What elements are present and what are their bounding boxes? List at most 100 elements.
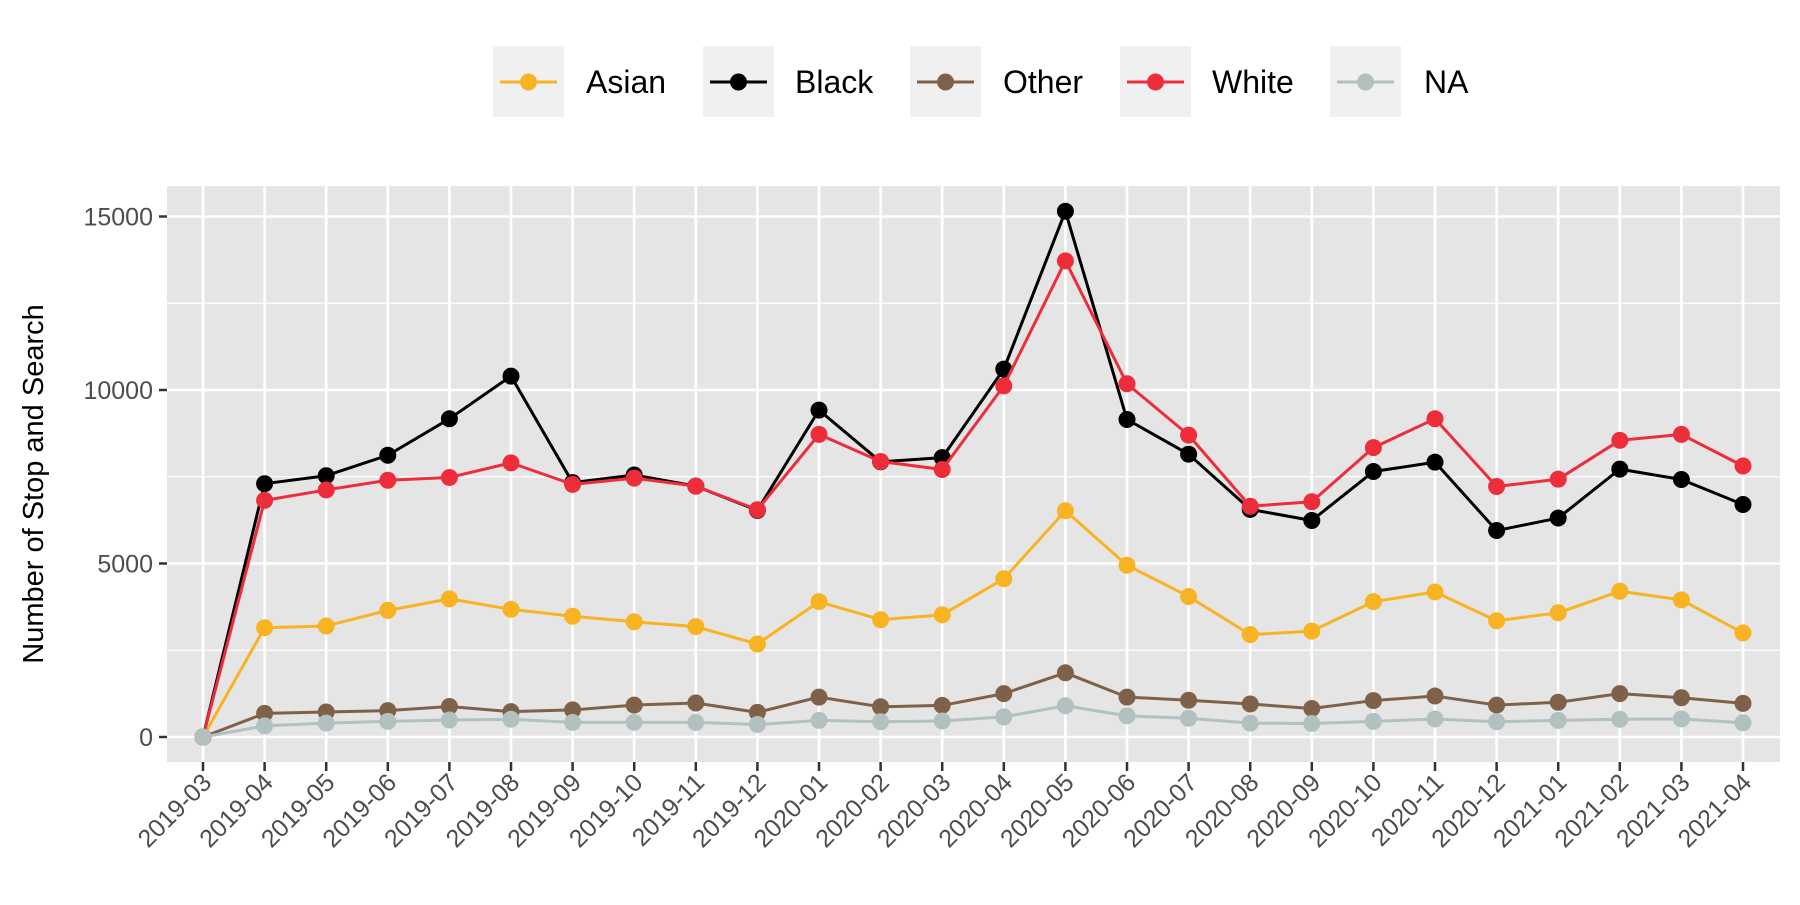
data-point-other [1118,688,1136,706]
series-white [194,252,1752,746]
y-tick-label: 0 [139,724,153,752]
y-axis-label: Number of Stop and Search [18,304,50,663]
legend-label: NA [1424,64,1469,100]
data-point-other [1056,664,1074,682]
data-point-na [1611,710,1629,728]
data-point-white [317,481,335,499]
x-axis: 2019-032019-042019-052019-062019-072019-… [133,762,1757,853]
data-point-asian [564,607,582,625]
y-tick-label: 15000 [83,204,153,232]
data-point-na [1241,714,1259,732]
series-line-asian [201,509,1744,738]
data-point-black [1303,511,1321,529]
data-point-na [1549,711,1567,729]
legend-key-point [1147,73,1164,91]
data-point-asian [1364,593,1382,611]
data-point-asian [748,635,766,653]
data-point-na [1180,709,1198,727]
data-point-na [256,717,274,735]
data-point-black [995,360,1013,378]
series-na [194,697,1752,746]
y-tick-label: 10000 [83,377,153,405]
data-point-other [1672,689,1690,707]
legend-label: Other [1003,64,1083,100]
data-point-white [1672,425,1690,443]
legend-item-asian: Asian [493,46,666,117]
data-point-na [1734,714,1752,732]
data-point-white [1549,470,1567,488]
data-point-asian [1118,556,1136,574]
data-point-na [995,708,1013,726]
series-line-other [202,671,1744,739]
data-point-na [1364,712,1382,730]
data-point-other [440,697,458,715]
data-point-white [1488,477,1506,495]
data-point-white [995,377,1013,395]
data-point-white [564,475,582,493]
data-point-na [1488,713,1506,731]
series-asian [194,502,1752,746]
data-point-white [440,468,458,486]
series-black [194,202,1752,746]
data-point-white [256,491,274,509]
data-point-white [379,471,397,489]
data-point-other [1488,696,1506,714]
data-point-asian [933,606,951,624]
data-point-asian [440,590,458,608]
data-point-black [379,446,397,464]
data-point-other [1549,693,1567,711]
series-line-black [201,209,1744,738]
data-point-other [1241,695,1259,713]
data-point-white [1241,497,1259,515]
data-point-black [1426,453,1444,471]
data-point-na [1303,714,1321,732]
data-point-white [1734,457,1752,475]
data-point-white [1118,375,1136,393]
data-point-na [1426,710,1444,728]
data-point-asian [1611,582,1629,600]
data-point-other [256,704,274,722]
legend-label: Asian [586,64,666,100]
data-point-asian [317,617,335,635]
legend: Asian Black Other White NA [493,46,1469,117]
data-point-black [1734,496,1752,514]
data-point-other [1180,691,1198,709]
data-point-other [1734,694,1752,712]
data-point-black [317,467,335,485]
data-point-na [564,713,582,731]
data-point-white [748,501,766,519]
legend-key-point [937,73,954,91]
legend-key-point [1357,73,1374,91]
data-point-other [995,685,1013,703]
data-point-asian [1180,587,1198,605]
data-point-asian [379,601,397,619]
data-point-na [748,716,766,734]
data-point-asian [1056,502,1074,520]
y-tick-label: 5000 [97,551,153,579]
data-point-na [317,714,335,732]
data-point-black [440,410,458,428]
data-point-other [748,703,766,721]
legend-item-na: NA [1330,46,1469,117]
data-point-other [1426,687,1444,705]
data-point-white [1426,410,1444,428]
data-point-other [1364,692,1382,710]
data-point-white [625,469,643,487]
data-point-asian [810,593,828,611]
data-point-black [1672,471,1690,489]
data-point-na [1056,697,1074,715]
data-point-na [194,728,212,746]
legend-label: White [1212,64,1294,100]
data-point-asian [1303,622,1321,640]
data-point-black [1549,509,1567,527]
data-point-na [687,713,705,731]
data-point-black [502,367,520,385]
series-line-na [202,704,1744,739]
series-line-white [201,259,1744,738]
data-point-asian [1549,604,1567,622]
data-point-white [1056,252,1074,270]
legend-item-black: Black [703,46,874,117]
data-point-other [625,696,643,714]
